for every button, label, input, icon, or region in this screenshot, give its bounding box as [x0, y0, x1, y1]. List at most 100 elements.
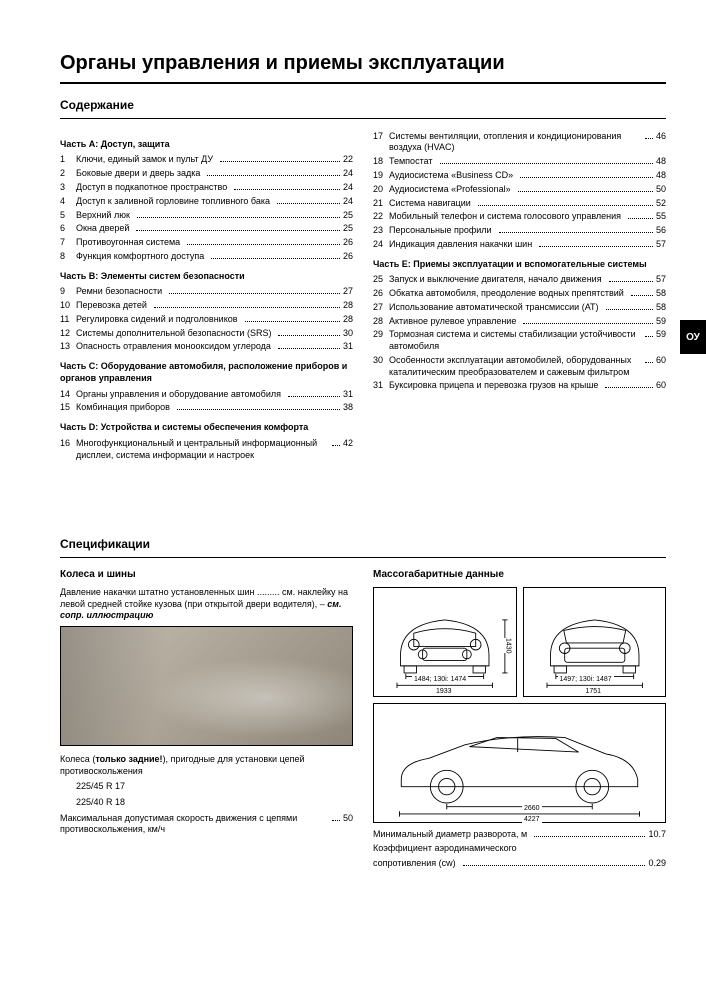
toc-page: 26: [343, 237, 353, 249]
dots: [463, 858, 646, 866]
toc-label: Ремни безопасности: [76, 286, 166, 298]
dots: [234, 182, 340, 190]
cw-label-b: сопротивления (cw): [373, 858, 460, 870]
toc-row: 25Запуск и выключение двигателя, начало …: [373, 274, 666, 286]
toc-row: 18Темпостат48: [373, 156, 666, 168]
wheels-text2-a: Колеса (: [60, 754, 95, 764]
tyre-0: 225/45 R 17: [60, 781, 353, 793]
page-title: Органы управления и приемы эксплуатации: [60, 50, 666, 76]
wheels-text1-plain: Давление накачки штатно установленных ши…: [60, 587, 348, 609]
toc-heading: Содержание: [60, 98, 666, 114]
toc-num: 31: [373, 380, 389, 392]
toc-page: 52: [656, 198, 666, 210]
toc-page: 31: [343, 389, 353, 401]
toc-page: 31: [343, 341, 353, 353]
car-diagrams: 1430 1484; 130i: 1474 1933: [373, 587, 666, 823]
toc-label: Боковые двери и дверь задка: [76, 168, 204, 180]
dots: [539, 239, 653, 247]
toc-num: 30: [373, 355, 389, 367]
wheels-text2-b: только задние!: [95, 754, 162, 764]
toc-row: 29Тормозная система и системы стабилизац…: [373, 329, 666, 352]
toc-row: 16Многофункциональный и центральный инфо…: [60, 438, 353, 461]
toc-label: Доступ в подкапотное пространство: [76, 182, 231, 194]
toc-page: 30: [343, 328, 353, 340]
toc-num: 26: [373, 288, 389, 300]
toc-label: Мобильный телефон и система голосового у…: [389, 211, 625, 223]
toc-row: 6Окна дверей25: [60, 223, 353, 235]
toc-page: 24: [343, 196, 353, 208]
dim-length: 4227: [522, 815, 542, 824]
toc-num: 8: [60, 251, 76, 263]
toc-num: 6: [60, 223, 76, 235]
wheels-speed-val: 50: [343, 813, 353, 825]
toc-row: 3Доступ в подкапотное пространство24: [60, 182, 353, 194]
dots: [137, 209, 340, 217]
dots: [288, 389, 340, 397]
toc-label: Запуск и выключение двигателя, начало дв…: [389, 274, 606, 286]
toc-label: Системы вентиляции, отопления и кондицио…: [389, 131, 642, 154]
wheels-text2: Колеса (только задние!), пригодные для у…: [60, 754, 353, 777]
toc-page: 60: [656, 355, 666, 367]
dots: [169, 286, 340, 294]
toc-num: 21: [373, 198, 389, 210]
toc-row: 27Использование автоматической трансмисс…: [373, 302, 666, 314]
toc-row: 12Системы дополнительной безопасности (S…: [60, 328, 353, 340]
wheels-heading: Колеса и шины: [60, 568, 353, 581]
toc-page: 57: [656, 274, 666, 286]
turn-val: 10.7: [648, 829, 666, 841]
dim-rear-track: 1497; 130i: 1487: [558, 675, 614, 684]
toc-page: 28: [343, 314, 353, 326]
dots: [220, 154, 340, 162]
spec-right: Массогабаритные данные: [373, 568, 666, 872]
toc-row: 2Боковые двери и дверь задка24: [60, 168, 353, 180]
toc-page: 26: [343, 251, 353, 263]
toc-col-right: 17Системы вентиляции, отопления и кондиц…: [373, 131, 666, 464]
toc-row: 30Особенности эксплуатации автомобилей, …: [373, 355, 666, 378]
dims-heading: Массогабаритные данные: [373, 568, 666, 581]
toc-col-left: Часть А: Доступ, защита1Ключи, единый за…: [60, 131, 353, 464]
toc-num: 28: [373, 316, 389, 328]
spec-columns: Колеса и шины Давление накачки штатно ус…: [60, 568, 666, 872]
dots: [332, 813, 340, 821]
dim-front-width: 1933: [434, 687, 454, 696]
toc-page: 25: [343, 223, 353, 235]
toc-page: 59: [656, 316, 666, 328]
spec-left: Колеса и шины Давление накачки штатно ус…: [60, 568, 353, 872]
toc-row: 15Комбинация приборов38: [60, 402, 353, 414]
toc-label: Органы управления и оборудование автомоб…: [76, 389, 285, 401]
dots: [154, 300, 340, 308]
toc-label: Верхний люк: [76, 210, 134, 222]
dots: [534, 829, 645, 837]
dots: [211, 251, 340, 259]
toc-num: 17: [373, 131, 389, 143]
toc-page: 59: [656, 329, 666, 341]
toc-label: Многофункциональный и центральный информ…: [76, 438, 329, 461]
turn-diameter-row: Минимальный диаметр разворота, м 10.7: [373, 829, 666, 841]
toc-row: 10Перевозка детей28: [60, 300, 353, 312]
toc-rule: [60, 118, 666, 119]
toc-row: 11Регулировка сидений и подголовников28: [60, 314, 353, 326]
toc-page: 56: [656, 225, 666, 237]
dots: [605, 380, 653, 388]
toc-num: 19: [373, 170, 389, 182]
toc-page: 28: [343, 300, 353, 312]
dots: [207, 168, 340, 176]
toc-label: Противоугонная система: [76, 237, 184, 249]
wheels-speed-label: Максимальная допустимая скорость движени…: [60, 813, 329, 836]
toc-page: 24: [343, 168, 353, 180]
toc-label: Обкатка автомобиля, преодоление водных п…: [389, 288, 628, 300]
toc-num: 1: [60, 154, 76, 166]
toc-page: 48: [656, 170, 666, 182]
toc-label: Тормозная система и системы стабилизации…: [389, 329, 642, 352]
toc-num: 23: [373, 225, 389, 237]
spec-rule: [60, 557, 666, 558]
toc-page: 58: [656, 288, 666, 300]
toc-page: 22: [343, 154, 353, 166]
toc-section-label: Часть В: Элементы систем безопасности: [60, 271, 353, 283]
toc-num: 5: [60, 210, 76, 222]
toc-label: Система навигации: [389, 198, 475, 210]
toc-page: 25: [343, 210, 353, 222]
toc-label: Аудиосистема «Professional»: [389, 184, 515, 196]
car-side-view: 2660 4227: [373, 703, 666, 823]
dots: [520, 170, 653, 178]
